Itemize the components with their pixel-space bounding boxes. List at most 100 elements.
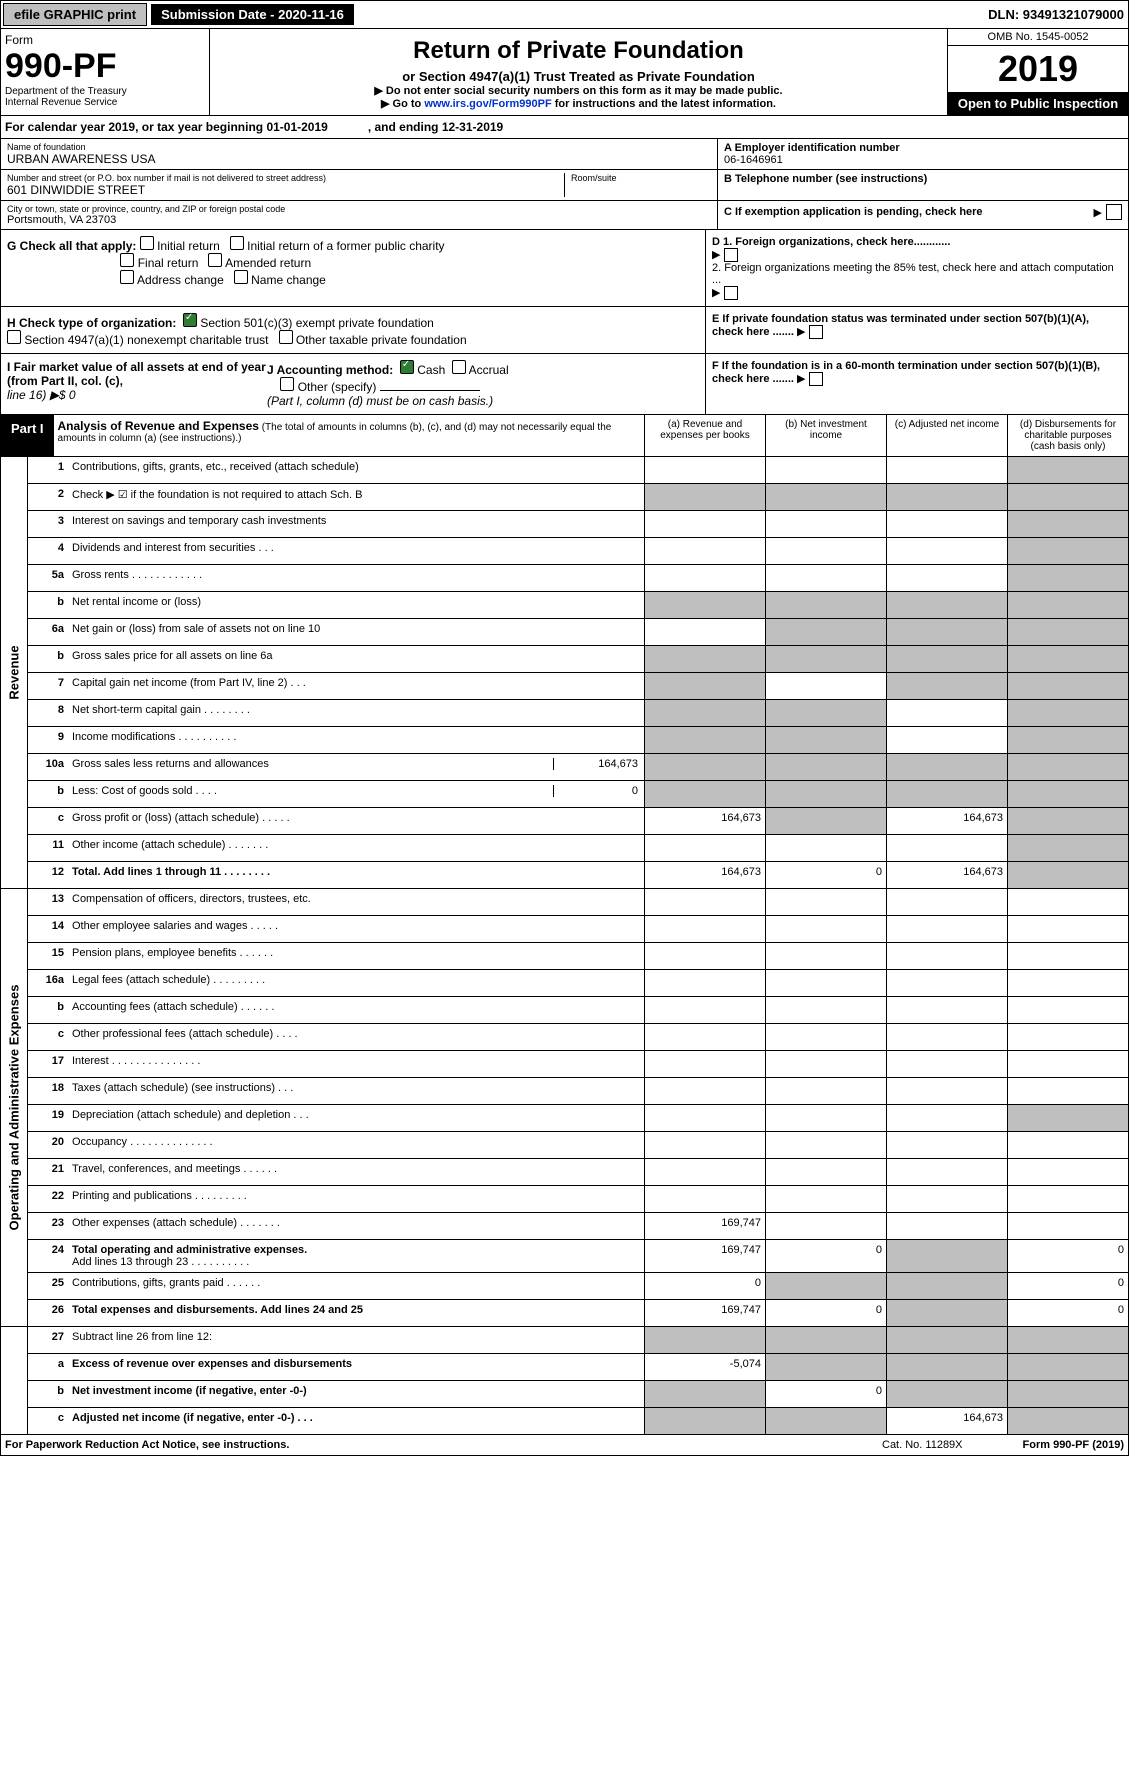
c-lbl: C If exemption application is pending, c… <box>724 206 1094 218</box>
table-row: bAccounting fees (attach schedule) . . .… <box>28 997 1128 1024</box>
city-lbl: City or town, state or province, country… <box>7 204 711 214</box>
table-row: 16aLegal fees (attach schedule) . . . . … <box>28 970 1128 997</box>
table-row: 19Depreciation (attach schedule) and dep… <box>28 1105 1128 1132</box>
efile-btn[interactable]: efile GRAPHIC print <box>3 3 147 26</box>
chk-other[interactable] <box>280 377 294 391</box>
col-a: (a) Revenue and expenses per books <box>644 415 765 456</box>
col-c: (c) Adjusted net income <box>886 415 1007 456</box>
ein-val: 06-1646961 <box>724 154 1122 166</box>
foot-left: For Paperwork Reduction Act Notice, see … <box>5 1439 289 1451</box>
table-row: 27Subtract line 26 from line 12: <box>28 1327 1128 1354</box>
table-row: 22Printing and publications . . . . . . … <box>28 1186 1128 1213</box>
ein-lbl: A Employer identification number <box>724 142 1122 154</box>
form-subtitle: or Section 4947(a)(1) Trust Treated as P… <box>214 69 943 84</box>
expenses-table: Operating and Administrative Expenses 13… <box>0 889 1129 1327</box>
part-title: Analysis of Revenue and Expenses <box>58 419 259 433</box>
table-row: 10aGross sales less returns and allowanc… <box>28 754 1128 781</box>
table-row: 21Travel, conferences, and meetings . . … <box>28 1159 1128 1186</box>
cal-end: , and ending 12-31-2019 <box>368 120 503 134</box>
foot-right: Form 990-PF (2019) <box>1023 1439 1124 1451</box>
dln: DLN: 93491321079000 <box>988 7 1124 22</box>
d2-chk[interactable] <box>724 286 738 300</box>
table-row: 11Other income (attach schedule) . . . .… <box>28 835 1128 862</box>
e-chk[interactable] <box>809 325 823 339</box>
part1-header: Part I Analysis of Revenue and Expenses … <box>0 415 1129 457</box>
table-row: 2Check ▶ ☑ if the foundation is not requ… <box>28 484 1128 511</box>
h-lbl: H Check type of organization: <box>7 316 176 330</box>
f-lbl: F If the foundation is in a 60-month ter… <box>712 360 1100 385</box>
g-row: G Check all that apply: Initial return I… <box>0 230 1129 307</box>
table-row: 9Income modifications . . . . . . . . . … <box>28 727 1128 754</box>
submission-date: Submission Date - 2020-11-16 <box>151 4 354 25</box>
form-header: Form 990-PF Department of the Treasury I… <box>0 29 1129 116</box>
foot-cat: Cat. No. 11289X <box>882 1439 963 1451</box>
j-lbl: J Accounting method: <box>267 363 393 377</box>
i-lbl: I Fair market value of all assets at end… <box>7 360 266 388</box>
table-row: cOther professional fees (attach schedul… <box>28 1024 1128 1051</box>
chk-final[interactable] <box>120 253 134 267</box>
dept: Department of the Treasury <box>5 86 205 97</box>
irs-link[interactable]: www.irs.gov/Form990PF <box>424 98 551 110</box>
footer: For Paperwork Reduction Act Notice, see … <box>0 1435 1129 1456</box>
f-chk[interactable] <box>809 372 823 386</box>
table-row: 14Other employee salaries and wages . . … <box>28 916 1128 943</box>
chk-initial[interactable] <box>140 236 154 250</box>
chk-accrual[interactable] <box>452 360 466 374</box>
chk-cash[interactable] <box>400 360 414 374</box>
top-bar: efile GRAPHIC print Submission Date - 20… <box>0 0 1129 29</box>
form-number: 990-PF <box>5 47 205 86</box>
table-row: 17Interest . . . . . . . . . . . . . . . <box>28 1051 1128 1078</box>
j-note: (Part I, column (d) must be on cash basi… <box>267 394 493 408</box>
d2: 2. Foreign organizations meeting the 85%… <box>712 262 1122 286</box>
table-row: 4Dividends and interest from securities … <box>28 538 1128 565</box>
table-row: 23Other expenses (attach schedule) . . .… <box>28 1213 1128 1240</box>
g-lbl: G Check all that apply: <box>7 239 136 253</box>
street: 601 DINWIDDIE STREET <box>7 183 564 197</box>
e-lbl: E If private foundation status was termi… <box>712 313 1089 338</box>
chk-501c3[interactable] <box>183 313 197 327</box>
calendar-row: For calendar year 2019, or tax year begi… <box>0 116 1129 139</box>
table-row: 7Capital gain net income (from Part IV, … <box>28 673 1128 700</box>
c-checkbox[interactable] <box>1106 204 1122 220</box>
table-row: 15Pension plans, employee benefits . . .… <box>28 943 1128 970</box>
chk-other-tax[interactable] <box>279 330 293 344</box>
h-row: H Check type of organization: Section 50… <box>0 307 1129 354</box>
table-row: 12Total. Add lines 1 through 11 . . . . … <box>28 862 1128 888</box>
info-block: Name of foundation URBAN AWARENESS USA N… <box>0 139 1129 230</box>
table-row: 5aGross rents . . . . . . . . . . . . <box>28 565 1128 592</box>
chk-amended[interactable] <box>208 253 222 267</box>
addr-lbl: Number and street (or P.O. box number if… <box>7 173 564 183</box>
omb: OMB No. 1545-0052 <box>948 29 1128 46</box>
cal-begin: For calendar year 2019, or tax year begi… <box>5 120 328 134</box>
table-row: 6aNet gain or (loss) from sale of assets… <box>28 619 1128 646</box>
note-ssn: ▶ Do not enter social security numbers o… <box>214 84 943 97</box>
table-row: 18Taxes (attach schedule) (see instructi… <box>28 1078 1128 1105</box>
name-lbl: Name of foundation <box>7 142 711 152</box>
table-row: bNet rental income or (loss) <box>28 592 1128 619</box>
chk-name-change[interactable] <box>234 270 248 284</box>
table-row: bNet investment income (if negative, ent… <box>28 1381 1128 1408</box>
line27-table: 27Subtract line 26 from line 12:aExcess … <box>0 1327 1129 1435</box>
note-link: ▶ Go to www.irs.gov/Form990PF for instru… <box>214 97 943 110</box>
form-title: Return of Private Foundation <box>214 37 943 65</box>
d1-chk[interactable] <box>724 248 738 262</box>
ij-row: I Fair market value of all assets at end… <box>0 354 1129 415</box>
table-row: aExcess of revenue over expenses and dis… <box>28 1354 1128 1381</box>
side-revenue: Revenue <box>7 646 22 700</box>
table-row: 3Interest on savings and temporary cash … <box>28 511 1128 538</box>
table-row: 24Total operating and administrative exp… <box>28 1240 1128 1273</box>
open-inspection: Open to Public Inspection <box>948 92 1128 115</box>
irs: Internal Revenue Service <box>5 97 205 108</box>
col-b: (b) Net investment income <box>765 415 886 456</box>
table-row: bLess: Cost of goods sold . . . .0 <box>28 781 1128 808</box>
chk-addr-change[interactable] <box>120 270 134 284</box>
table-row: 8Net short-term capital gain . . . . . .… <box>28 700 1128 727</box>
i-line: line 16) ▶$ 0 <box>7 388 76 402</box>
table-row: 20Occupancy . . . . . . . . . . . . . . <box>28 1132 1128 1159</box>
chk-4947[interactable] <box>7 330 21 344</box>
part-label: Part I <box>1 415 54 456</box>
table-row: 13Compensation of officers, directors, t… <box>28 889 1128 916</box>
room-lbl: Room/suite <box>571 173 711 183</box>
chk-initial-former[interactable] <box>230 236 244 250</box>
revenue-table: Revenue 1Contributions, gifts, grants, e… <box>0 457 1129 889</box>
